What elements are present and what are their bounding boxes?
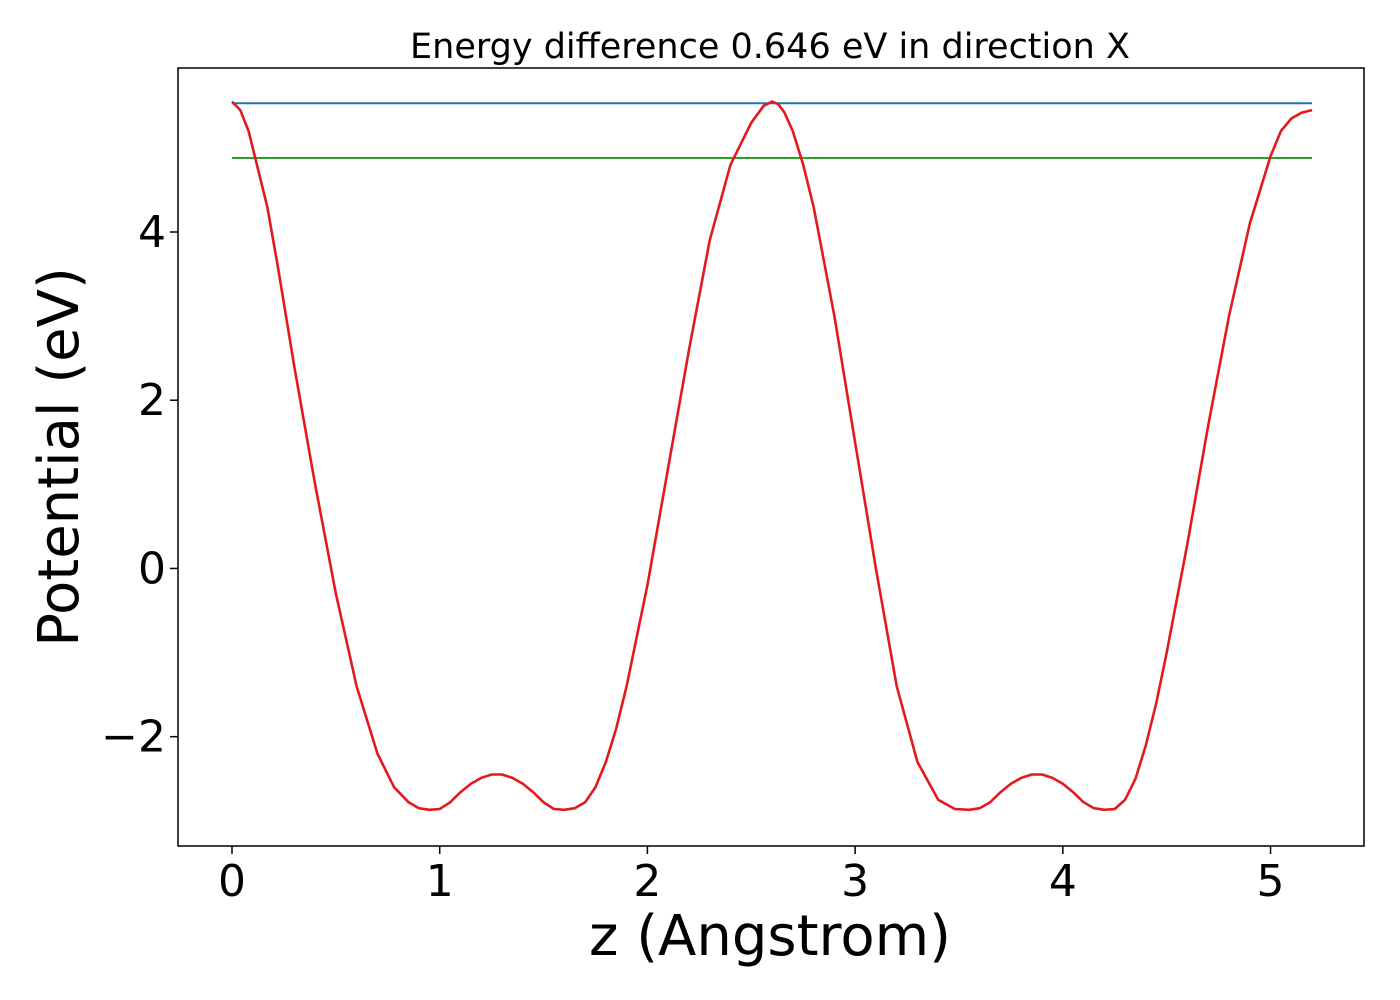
y-axis: −2 0 2 4 — [101, 207, 178, 763]
y-axis-label: Potential (eV) — [27, 267, 92, 647]
plot-frame — [177, 67, 1365, 847]
x-tick-label: 1 — [426, 856, 454, 907]
y-tick-label: −2 — [101, 712, 166, 763]
series-layer — [231, 100, 1313, 812]
x-tick-label: 4 — [1049, 856, 1077, 907]
x-tick-label: 3 — [841, 856, 869, 907]
chart-title: Energy difference 0.646 eV in direction … — [410, 27, 1130, 67]
x-tick-label: 5 — [1257, 856, 1285, 907]
x-axis-label: z (Angstrom) — [589, 904, 951, 969]
x-axis: 0 1 2 3 4 5 — [218, 846, 1285, 907]
y-tick-label: 0 — [138, 543, 166, 594]
x-tick-label: 0 — [218, 856, 246, 907]
x-tick-label: 2 — [633, 856, 661, 907]
series-line-potential — [231, 100, 1313, 812]
y-tick-label: 2 — [138, 375, 166, 426]
y-tick-label: 4 — [138, 207, 166, 258]
